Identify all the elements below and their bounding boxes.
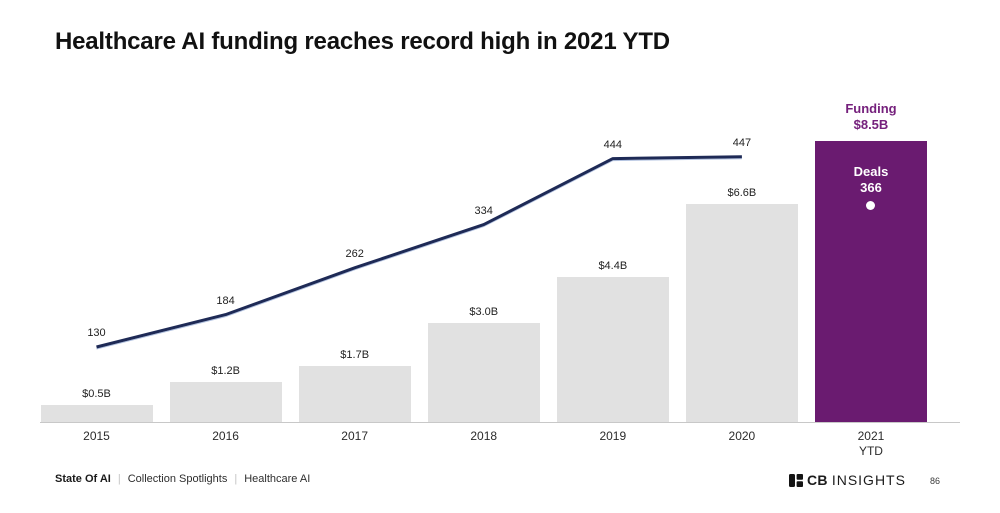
breadcrumb-separator: | <box>234 473 238 485</box>
x-axis-label: 2017 <box>341 429 368 443</box>
funding-bar <box>40 405 153 422</box>
funding-annotation: Funding $8.5B <box>845 101 897 132</box>
funding-bar <box>427 322 540 422</box>
deals-point-label: 334 <box>474 204 493 217</box>
deals-dot <box>866 200 876 210</box>
bar-value-label: $1.2B <box>211 365 240 378</box>
x-axis-label: 2015 <box>83 429 110 443</box>
deals-point-label: 447 <box>732 136 752 149</box>
funding-bar-highlight <box>814 141 927 422</box>
bar-value-label: $0.5B <box>82 388 111 401</box>
x-axis-label: 2018 <box>470 429 498 443</box>
deals-point-label: 444 <box>603 138 622 151</box>
breadcrumb: State Of AI | Collection Spotlights | He… <box>55 473 310 485</box>
x-axis-label: 2019 <box>599 429 627 443</box>
cbinsights-logo: CB INSIGHTS <box>789 472 906 488</box>
deals-point-label: 262 <box>345 247 364 260</box>
page-number: 86 <box>929 476 940 486</box>
cbinsights-logo-text-insights: INSIGHTS <box>831 472 906 488</box>
bar-value-label: $3.0B <box>469 305 499 318</box>
funding-bar <box>298 365 411 422</box>
cbinsights-logo-text-cb: CB <box>807 472 828 488</box>
funding-bar <box>556 276 669 422</box>
deals-point-label: 130 <box>87 327 106 339</box>
page-title: Healthcare AI funding reaches record hig… <box>55 28 670 55</box>
x-axis-label: 2020 <box>728 429 756 443</box>
funding-bar <box>169 382 282 422</box>
x-axis-label: 2021 YTD <box>857 429 885 458</box>
breadcrumb-healthcare-ai: Healthcare AI <box>244 473 311 485</box>
bar-value-label: $6.6B <box>727 186 757 199</box>
breadcrumb-collection-spotlights: Collection Spotlights <box>127 473 228 485</box>
x-axis-label: 2016 <box>212 429 239 443</box>
breadcrumb-separator: | <box>117 473 121 485</box>
x-axis-line <box>40 422 960 423</box>
deals-annotation: Deals 366 <box>853 164 889 195</box>
bar-value-label: $4.4B <box>598 259 628 272</box>
bar-value-label: $1.7B <box>340 348 370 361</box>
cbinsights-logo-icon <box>789 473 803 487</box>
funding-bar <box>685 203 798 422</box>
deals-point-label: 184 <box>216 294 235 307</box>
breadcrumb-state-of-ai: State Of AI <box>55 473 111 485</box>
